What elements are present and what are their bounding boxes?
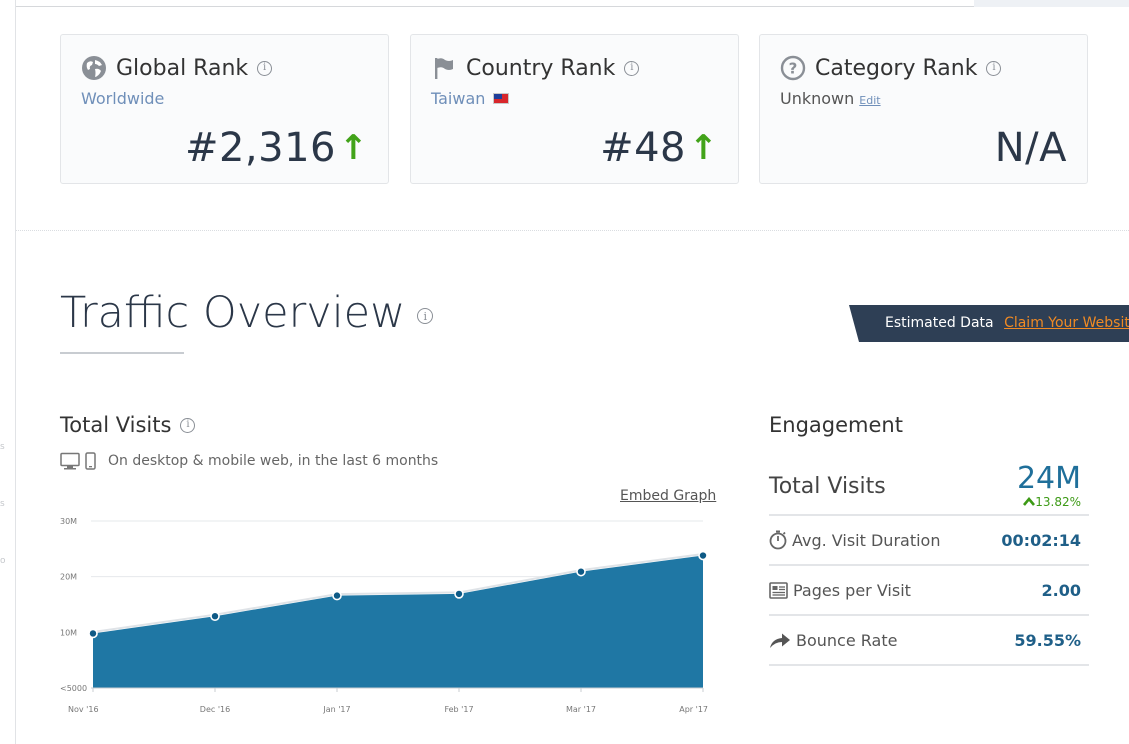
country-rank-title: Country Rank xyxy=(466,55,616,81)
title-underline xyxy=(60,352,184,354)
bounce-rate-value: 59.55% xyxy=(1014,630,1081,650)
total-visits-title: Total Visits xyxy=(60,413,172,437)
embed-graph-link[interactable]: Embed Graph xyxy=(620,488,717,504)
category-rank-value-wrap: N/A xyxy=(995,125,1067,171)
engagement-title: Engagement xyxy=(769,413,903,437)
visits-area xyxy=(93,555,703,688)
pages-per-visit-label: Pages per Visit xyxy=(793,580,911,600)
estimated-data-banner: Estimated Data Claim Your Website xyxy=(849,305,1129,342)
global-rank-card: Global Rank i Worldwide #2,316 ↑ xyxy=(60,34,389,184)
engagement-total-visits-value: 24M xyxy=(1016,461,1081,496)
visits-point xyxy=(576,566,586,577)
left-rail: s s o xyxy=(0,0,16,744)
avg-visit-duration-label: Avg. Visit Duration xyxy=(792,530,941,550)
edit-category-link[interactable]: Edit xyxy=(859,94,881,107)
visits-point xyxy=(454,589,464,599)
traffic-overview-heading: Traffic Overview i xyxy=(60,288,434,338)
section-divider xyxy=(16,230,1129,231)
traffic-overview-title: Traffic Overview xyxy=(60,288,406,338)
category-rank-title: Category Rank xyxy=(815,55,978,81)
global-rank-value-wrap: #2,316 ↑ xyxy=(185,125,368,171)
visits-point xyxy=(88,628,98,639)
country-rank-value-wrap: #48 ↑ xyxy=(600,125,718,171)
top-strip xyxy=(0,0,1129,7)
visits-point xyxy=(210,611,220,621)
claim-website-link[interactable]: Claim Your Website xyxy=(1004,315,1129,331)
info-icon[interactable]: i xyxy=(986,60,1002,76)
engagement-total-visits-row: Total Visits 24M 13.82% xyxy=(769,458,1089,516)
stopwatch-icon xyxy=(769,530,787,550)
bounce-rate-row: Bounce Rate 59.55% xyxy=(769,616,1089,666)
y-tick-label: <5000 xyxy=(60,684,87,693)
category-rank-scope: Unknown Edit xyxy=(780,89,881,108)
pages-per-visit-value: 2.00 xyxy=(1041,580,1081,600)
x-tick-label: Feb '17 xyxy=(444,705,473,714)
arrow-up-icon: ↑ xyxy=(339,128,368,168)
engagement-change: 13.82% xyxy=(1017,495,1081,509)
category-name: Unknown xyxy=(780,89,855,108)
pages-per-visit-row: Pages per Visit 2.00 xyxy=(769,566,1089,616)
estimated-data-label: Estimated Data xyxy=(885,315,994,331)
info-icon[interactable]: i xyxy=(257,60,273,76)
rail-mark: o xyxy=(0,556,6,566)
global-rank-title: Global Rank xyxy=(116,55,249,81)
y-tick-label: 10M xyxy=(60,628,77,637)
bounce-arrow-icon xyxy=(769,632,791,649)
pages-icon xyxy=(769,581,788,599)
info-icon[interactable]: i xyxy=(417,308,434,324)
taiwan-flag-icon xyxy=(493,93,510,104)
engagement-total-visits-value-wrap: 24M 13.82% xyxy=(1016,461,1081,510)
total-visits-chart-svg: <5000 10M 20M 30M Nov '16 Dec '16 Jan '17 Feb '… xyxy=(60,517,708,714)
x-tick-label: Apr '17 xyxy=(679,705,708,714)
rail-mark: s xyxy=(0,442,5,452)
x-tick-label: Nov '16 xyxy=(68,705,99,714)
x-tick-label: Mar '17 xyxy=(566,705,596,714)
avg-visit-duration-row: Avg. Visit Duration 00:02:14 xyxy=(769,516,1089,566)
x-tick-label: Dec '16 xyxy=(200,705,230,714)
avg-visit-duration-value: 00:02:14 xyxy=(1001,530,1081,550)
country-name[interactable]: Taiwan xyxy=(431,89,486,108)
globe-icon xyxy=(81,55,107,81)
engagement-change-value: 13.82% xyxy=(1035,495,1081,509)
total-visits-subtitle-row: On desktop & mobile web, in the last 6 m… xyxy=(60,452,438,470)
arrow-up-icon: ↑ xyxy=(689,128,718,168)
x-tick-label: Jan '17 xyxy=(322,705,350,714)
question-circle-icon: ? xyxy=(780,55,806,81)
flag-icon xyxy=(431,55,457,81)
desktop-mobile-icon xyxy=(60,452,98,470)
total-visits-heading: Total Visits i xyxy=(60,413,196,437)
country-rank-scope[interactable]: Taiwan xyxy=(431,89,510,108)
rail-mark: s xyxy=(0,499,5,509)
global-rank-value: #2,316 xyxy=(184,125,336,171)
category-rank-value: N/A xyxy=(994,125,1067,171)
y-tick-label: 30M xyxy=(60,517,77,526)
visits-point xyxy=(698,550,708,561)
country-rank-card: Country Rank i Taiwan #48 ↑ xyxy=(410,34,739,184)
visits-line xyxy=(92,553,704,633)
visits-point xyxy=(332,590,342,601)
svg-text:?: ? xyxy=(789,60,798,78)
global-rank-scope[interactable]: Worldwide xyxy=(81,89,165,108)
y-tick-label: 20M xyxy=(60,573,77,582)
country-rank-value: #48 xyxy=(600,125,686,171)
caret-up-icon xyxy=(1023,496,1036,506)
total-visits-subtitle: On desktop & mobile web, in the last 6 m… xyxy=(108,453,439,469)
engagement-total-visits-label: Total Visits xyxy=(769,473,886,499)
category-rank-card: ? Category Rank i Unknown Edit N/A xyxy=(759,34,1088,184)
info-icon[interactable]: i xyxy=(624,60,640,76)
info-icon[interactable]: i xyxy=(180,417,196,433)
tab-hint xyxy=(974,0,1129,7)
total-visits-chart: <5000 10M 20M 30M Nov '16 Dec '16 Jan '17 Feb '… xyxy=(56,510,716,720)
bounce-rate-label: Bounce Rate xyxy=(796,630,898,650)
